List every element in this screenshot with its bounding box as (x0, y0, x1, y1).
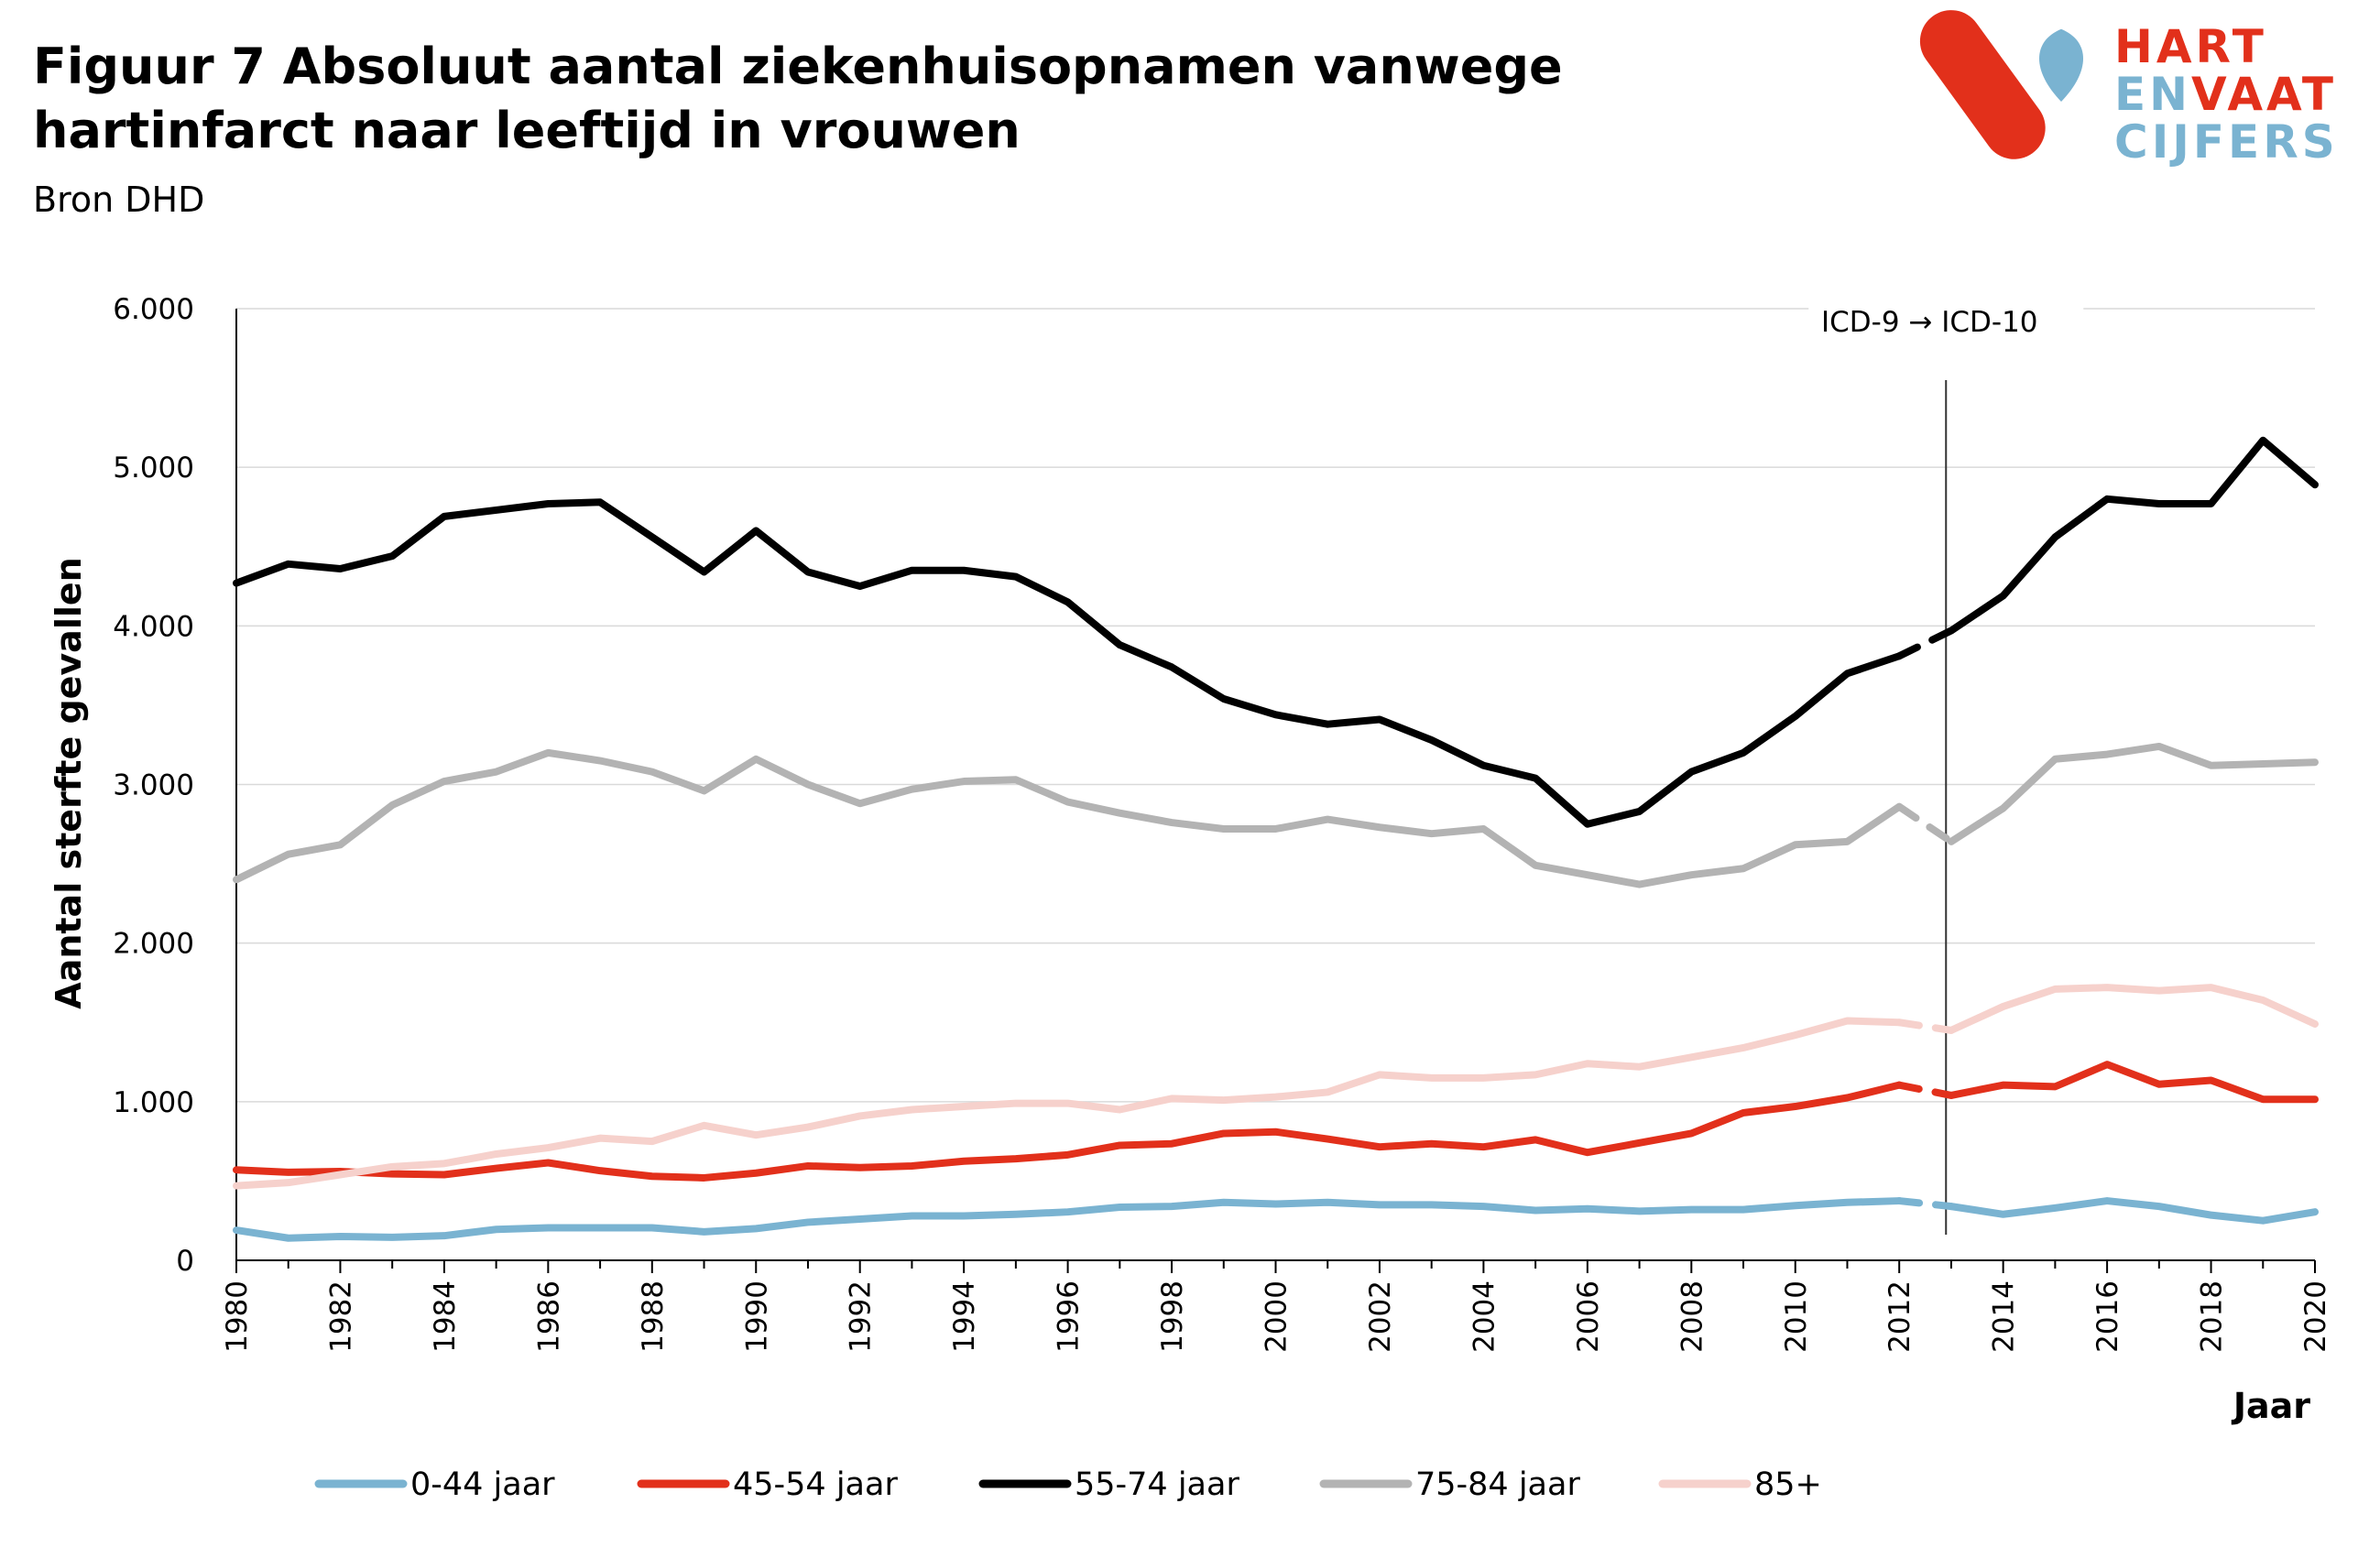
annotation-background (1808, 291, 2084, 348)
legend: 0-44 jaar 45-54 jaar 55-74 jaar 75-84 jaar 8… (314, 1466, 1822, 1503)
y-tick-label: 4.000 (113, 610, 194, 643)
legend-label: 75-84 jaar (1415, 1466, 1580, 1503)
legend-label: 45-54 jaar (733, 1466, 898, 1503)
x-tick-label: 1996 (1053, 1280, 1086, 1353)
series-line-0 (233, 1197, 1904, 1242)
x-tick-label: 1990 (740, 1280, 773, 1353)
x-tick-label: 2010 (1780, 1280, 1813, 1353)
x-tick-label: 2012 (1883, 1280, 1916, 1353)
series-line-4-icd10 (1947, 984, 2319, 1034)
series-line-3 (233, 748, 1904, 888)
legend-label: 85+ (1754, 1466, 1822, 1503)
x-tick-label: 1982 (324, 1280, 357, 1353)
x-tick-label: 2000 (1261, 1280, 1294, 1353)
y-axis-ticks: 0 1.000 2.000 3.000 4.000 5.000 6.000 (113, 293, 194, 1278)
x-tick-label: 1992 (845, 1280, 878, 1353)
series-lines (233, 436, 2319, 1242)
x-tick-label: 1980 (221, 1280, 254, 1353)
x-tick-label: 1984 (429, 1280, 462, 1353)
x-tick-label: 1988 (637, 1280, 670, 1353)
series-line-3-icd10 (1947, 742, 2319, 845)
series-line-2 (233, 498, 1904, 828)
x-axis: 1980 1982 1984 1986 1988 1990 1992 1994 1996 1998… (221, 309, 2332, 1353)
series-line-3-transition (1895, 802, 1955, 845)
x-tick-label: 2004 (1468, 1280, 1501, 1353)
series-line-4 (233, 1017, 1904, 1190)
x-axis-label: Jaar (2231, 1386, 2310, 1426)
x-tick-label: 2008 (1676, 1280, 1709, 1353)
x-tick-label: 1986 (532, 1280, 565, 1353)
y-tick-label: 3.000 (113, 769, 194, 802)
y-tick-label: 6.000 (113, 293, 194, 326)
icd-annotation: ICD-9 → ICD-10 (1808, 291, 2084, 1235)
annotation-label: ICD-9 → ICD-10 (1821, 306, 2038, 339)
x-tick-label: 2020 (2299, 1280, 2332, 1353)
x-tick-label: 1994 (948, 1280, 981, 1353)
gridlines (236, 308, 2315, 1103)
x-tick-label: 1998 (1156, 1280, 1189, 1353)
x-tick-label: 2014 (1988, 1280, 2021, 1353)
series-line-1-icd10 (1947, 1061, 2319, 1104)
x-tick-label: 2006 (1572, 1280, 1605, 1353)
y-axis-label: Aantal sterfte gevallen (49, 557, 89, 1008)
series-line-2-transition (1895, 626, 1955, 660)
series-line-0-transition (1895, 1197, 1955, 1211)
series-line-0-icd10 (1947, 1197, 2319, 1225)
logo-text-hart: HART (2114, 20, 2267, 73)
series-line-4-transition (1895, 1019, 1955, 1034)
svg-text:ENVAAT: ENVAAT (2114, 68, 2337, 121)
y-tick-label: 0 (176, 1245, 194, 1278)
series-line-1 (233, 1081, 1904, 1182)
legend-label: 55-74 jaar (1075, 1466, 1239, 1503)
logo-text-vaat: VAAT (2191, 68, 2337, 121)
hart-en-vaat-cijfers-logo: HART ENVAAT CIJFERS (1919, 10, 2339, 169)
y-tick-label: 2.000 (113, 928, 194, 961)
heart-logo-icon (1919, 10, 2083, 159)
x-tick-label: 2018 (2196, 1280, 2229, 1353)
logo-text-en: EN (2114, 68, 2191, 121)
x-tick-label: 2002 (1364, 1280, 1397, 1353)
chart-source: Bron DHD (33, 180, 205, 220)
y-tick-label: 5.000 (113, 452, 194, 485)
x-tick-label: 2016 (2091, 1280, 2124, 1353)
chart-title: Figuur 7 Absoluut aantal ziekenhuisopnam… (33, 38, 1563, 159)
logo-text-cijfers: CIJFERS (2114, 115, 2339, 169)
legend-label: 0-44 jaar (410, 1466, 555, 1503)
series-line-2-icd10 (1947, 436, 2319, 635)
y-tick-label: 1.000 (113, 1086, 194, 1119)
series-line-1-transition (1895, 1081, 1955, 1099)
